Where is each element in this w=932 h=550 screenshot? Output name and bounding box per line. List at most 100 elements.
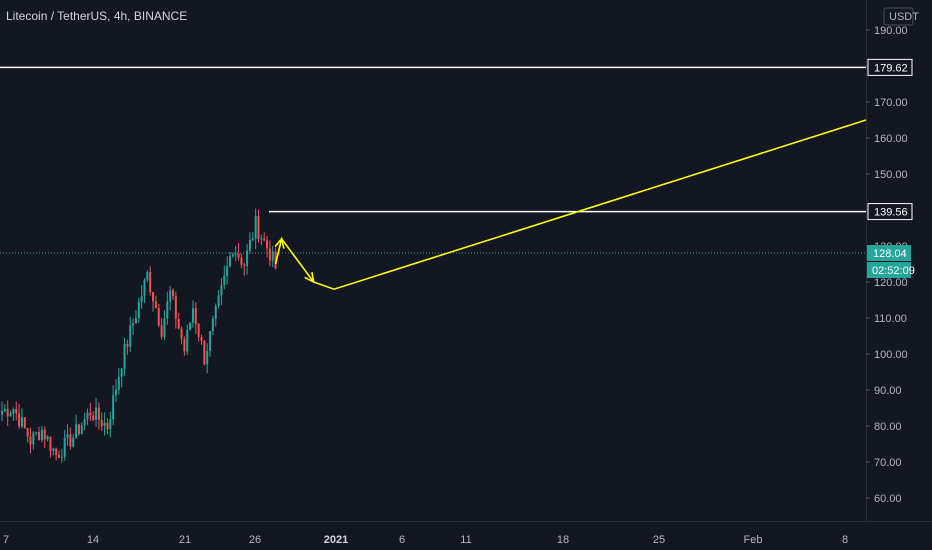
candle-body [126, 343, 129, 347]
candle-body [52, 448, 55, 451]
x-tick-label: 6 [399, 534, 405, 546]
candle-body [29, 436, 32, 445]
candle-body [72, 437, 75, 447]
candle-body [58, 455, 60, 458]
x-tick-label: 18 [557, 534, 569, 546]
candle-body [154, 301, 157, 309]
candle-body [132, 323, 135, 326]
candle-body [172, 290, 174, 297]
candle-body [55, 448, 58, 456]
candle-body [260, 238, 263, 240]
candle-body [209, 331, 212, 351]
candle-body [183, 338, 186, 352]
level-price-label [867, 203, 913, 221]
candle-body [186, 329, 189, 352]
candle-body [89, 412, 92, 416]
candle-body [206, 350, 209, 365]
candle-body [23, 417, 26, 428]
y-tick-label: 60.00 [874, 493, 902, 505]
candle-body [3, 409, 6, 412]
candle-body [97, 407, 100, 420]
price-axis[interactable]: 60.00 70.00 80.00 90.00 100.00 110.00 120.00 13… [866, 7, 919, 505]
x-tick-label: 11 [460, 534, 471, 546]
candle-body [214, 305, 217, 319]
candle-body [83, 419, 86, 426]
candle-body [140, 295, 143, 302]
current-price-text: 128.04 [873, 248, 907, 260]
candle-body [92, 415, 95, 420]
countdown-text: 02:52:09 [872, 265, 915, 277]
x-tick-label: 8 [842, 534, 848, 546]
candle-body [40, 429, 43, 440]
chart-title: Litecoin / TetherUS, 4h, BINANCE [6, 9, 188, 23]
x-tick-label: 25 [653, 534, 665, 546]
candle-body [163, 318, 166, 337]
time-axis[interactable]: 7 14 21 26 2021 6 11 18 25 Feb 8 [3, 534, 848, 546]
candle-body [66, 434, 69, 438]
candle-body [271, 251, 274, 261]
candle-body [200, 337, 203, 341]
y-tick-label: 120.00 [874, 277, 908, 289]
projection-arrow-down [304, 271, 315, 284]
candle-body [115, 389, 117, 396]
candle-body [231, 254, 234, 257]
candle-body [60, 456, 63, 458]
candle-body [169, 290, 172, 302]
candle-body [77, 424, 80, 434]
level-price-text: 139.56 [874, 207, 908, 219]
x-tick-label: 14 [87, 534, 99, 546]
y-tick-label: 150.00 [874, 169, 908, 181]
drawings-layer[interactable] [0, 66, 867, 291]
candle-body [123, 343, 126, 369]
candle-body [9, 413, 12, 417]
candle-body [137, 301, 140, 318]
candle-body [240, 257, 243, 265]
candle-body [146, 272, 149, 280]
y-tick-label: 70.00 [874, 457, 902, 469]
candle-body [194, 308, 197, 325]
candle-body [234, 253, 237, 255]
candle-body [268, 248, 271, 261]
candle-body [257, 216, 260, 240]
candle-body [35, 432, 38, 434]
x-tick-label: 21 [179, 534, 191, 546]
current-price-badge [867, 245, 911, 262]
x-tick-label: 7 [3, 534, 9, 546]
candle-body [177, 318, 180, 329]
candle-body [26, 427, 29, 437]
grid-layer [0, 0, 932, 522]
y-tick-label: 170.00 [874, 97, 908, 109]
candle-body [80, 425, 83, 434]
currency-badge[interactable] [883, 7, 914, 26]
candle-body [166, 301, 169, 319]
x-tick-label: 26 [249, 534, 261, 546]
candles-layer [1, 208, 277, 463]
projection-arrow-up [274, 237, 285, 249]
candle-body [75, 424, 78, 438]
y-tick-label: 160.00 [874, 133, 908, 145]
candle-body [103, 422, 106, 427]
countdown-badge [867, 262, 911, 279]
y-tick-label: 90.00 [874, 385, 902, 397]
projection-path-line[interactable] [274, 119, 867, 291]
candle-body [1, 411, 3, 415]
candle-body [149, 272, 152, 293]
candle-body [174, 296, 177, 319]
x-tick-label: Feb [744, 534, 763, 546]
candle-body [197, 324, 200, 338]
candle-body [226, 266, 229, 276]
candle-body [157, 308, 160, 326]
candle-body [109, 419, 112, 430]
candle-body [95, 407, 98, 420]
candle-body [18, 413, 21, 427]
candle-body [248, 239, 251, 251]
candle-body [160, 325, 163, 337]
candle-body [203, 340, 206, 365]
candle-body [20, 417, 23, 427]
candle-body [100, 419, 103, 427]
candle-body [112, 395, 115, 420]
candle-body [229, 256, 231, 267]
candle-body [86, 412, 89, 420]
x-tick-label: 2021 [324, 534, 348, 546]
